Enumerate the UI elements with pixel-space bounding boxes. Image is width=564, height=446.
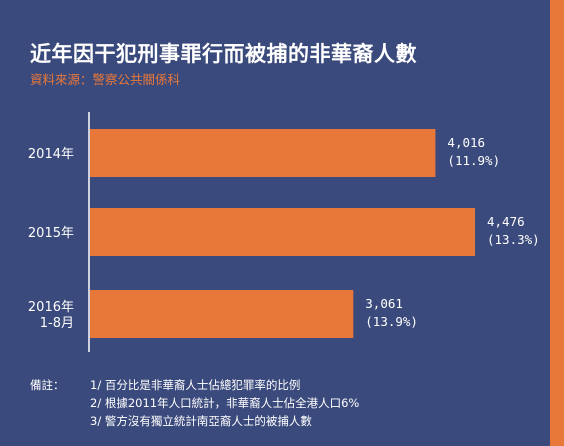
category-label: 2016年 1-8月 xyxy=(28,300,74,331)
value-label: 4,016 xyxy=(447,135,485,150)
bar xyxy=(90,208,475,256)
note-item: 3/ 警方沒有獨立統計南亞裔人士的被捕人數 xyxy=(90,414,312,428)
chart-title: 近年因干犯刑事罪行而被捕的非華裔人數 xyxy=(30,42,417,66)
bar-chart: 2014年 4,016 (11.9%) 2015年 4,476 (13.3%) 2016年 1… xyxy=(28,112,540,352)
notes-list: 1/ 百分比是非華裔人士佔總犯罪率的比例 2/ 根據2011年人口統計，非華裔人… xyxy=(30,376,359,430)
percent-label: (11.9%) xyxy=(447,153,500,168)
bar xyxy=(90,290,354,338)
notes-label: 備註： xyxy=(30,378,65,392)
note-item: 2/ 根據2011年人口統計，非華裔人士佔全港人口6% xyxy=(90,396,360,410)
percent-label: (13.9%) xyxy=(365,314,418,329)
category-label: 2014年 xyxy=(28,147,74,162)
note-item: 1/ 百分比是非華裔人士佔總犯罪率的比例 xyxy=(90,378,301,392)
percent-label: (13.3%) xyxy=(487,232,540,247)
value-label: 4,476 xyxy=(487,214,525,229)
data-source: 資料來源：警察公共關係科 xyxy=(30,72,181,87)
bar xyxy=(90,129,436,177)
category-label: 2015年 xyxy=(28,226,74,241)
notes: 備註： 1/ 百分比是非華裔人士佔總犯罪率的比例 2/ 根據2011年人口統計，… xyxy=(30,376,359,430)
value-label: 3,061 xyxy=(365,296,403,311)
